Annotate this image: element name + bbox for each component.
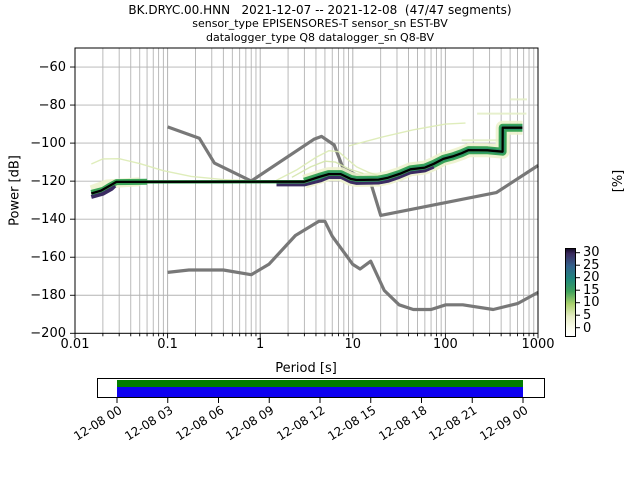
x-axis-label: Period [s] (275, 361, 337, 376)
psd-trace-microseism-1-curve (276, 149, 381, 181)
y-tick-label: −160 (30, 250, 66, 265)
y-tick-label: −180 (30, 288, 66, 303)
x-tick-label: 10 (344, 337, 362, 352)
figure-title-line2: sensor_type EPISENSORES-T sensor_sn EST-… (192, 17, 448, 30)
x-tick-label: 100 (432, 337, 458, 352)
colorbar-tick-label: 10 (583, 295, 600, 310)
colorbar-tick-label: 30 (583, 245, 600, 260)
y-tick-label: −80 (38, 98, 66, 113)
coverage-bar-segments (117, 380, 523, 387)
noise-model-low-nlnm-curve (167, 219, 539, 312)
colorbar-tick-label: 5 (583, 308, 592, 323)
y-tick-label: −120 (30, 174, 66, 189)
colorbar-tick-label: 20 (583, 270, 600, 285)
psd-trace-long-diagonal-curve (348, 122, 466, 147)
coverage-bar-extent (117, 387, 523, 397)
psd-mode-line-curve (90, 126, 523, 195)
y-tick-label: −60 (38, 60, 66, 75)
x-tick-label: 1000 (521, 337, 555, 352)
y-tick-label: −200 (30, 326, 66, 341)
colorbar-gradient (565, 248, 576, 337)
psd-trace-short-period-curve (91, 157, 252, 182)
x-tick-label: 0.1 (157, 337, 178, 352)
figure-title-line3: datalogger_type Q8 datalogger_sn Q8-BV (205, 31, 435, 44)
axes-frame (74, 47, 539, 334)
colorbar-tick-label: 25 (583, 258, 600, 273)
noise-model-high-nhnm-curve (167, 125, 539, 217)
psd-trace-microseism-2-curve (291, 160, 364, 178)
y-axis-label: Power [dB] (7, 155, 23, 226)
y-tick-label: −140 (30, 212, 66, 227)
colorbar-tick-label: 15 (583, 283, 600, 298)
psd-band-purple-start-curve (90, 184, 117, 199)
psd-band-purple-under-curve (276, 165, 435, 187)
colorbar-axis-label: [%] (611, 169, 626, 193)
x-tick-label: 1 (256, 337, 265, 352)
colorbar-tick-label: 0 (583, 320, 592, 336)
y-tick-label: −100 (30, 136, 66, 151)
x-tick-label: 0.01 (60, 337, 90, 352)
figure-title-line1: BK.DRYC.00.HNN 2021-12-07 -- 2021-12-08 … (128, 3, 512, 17)
